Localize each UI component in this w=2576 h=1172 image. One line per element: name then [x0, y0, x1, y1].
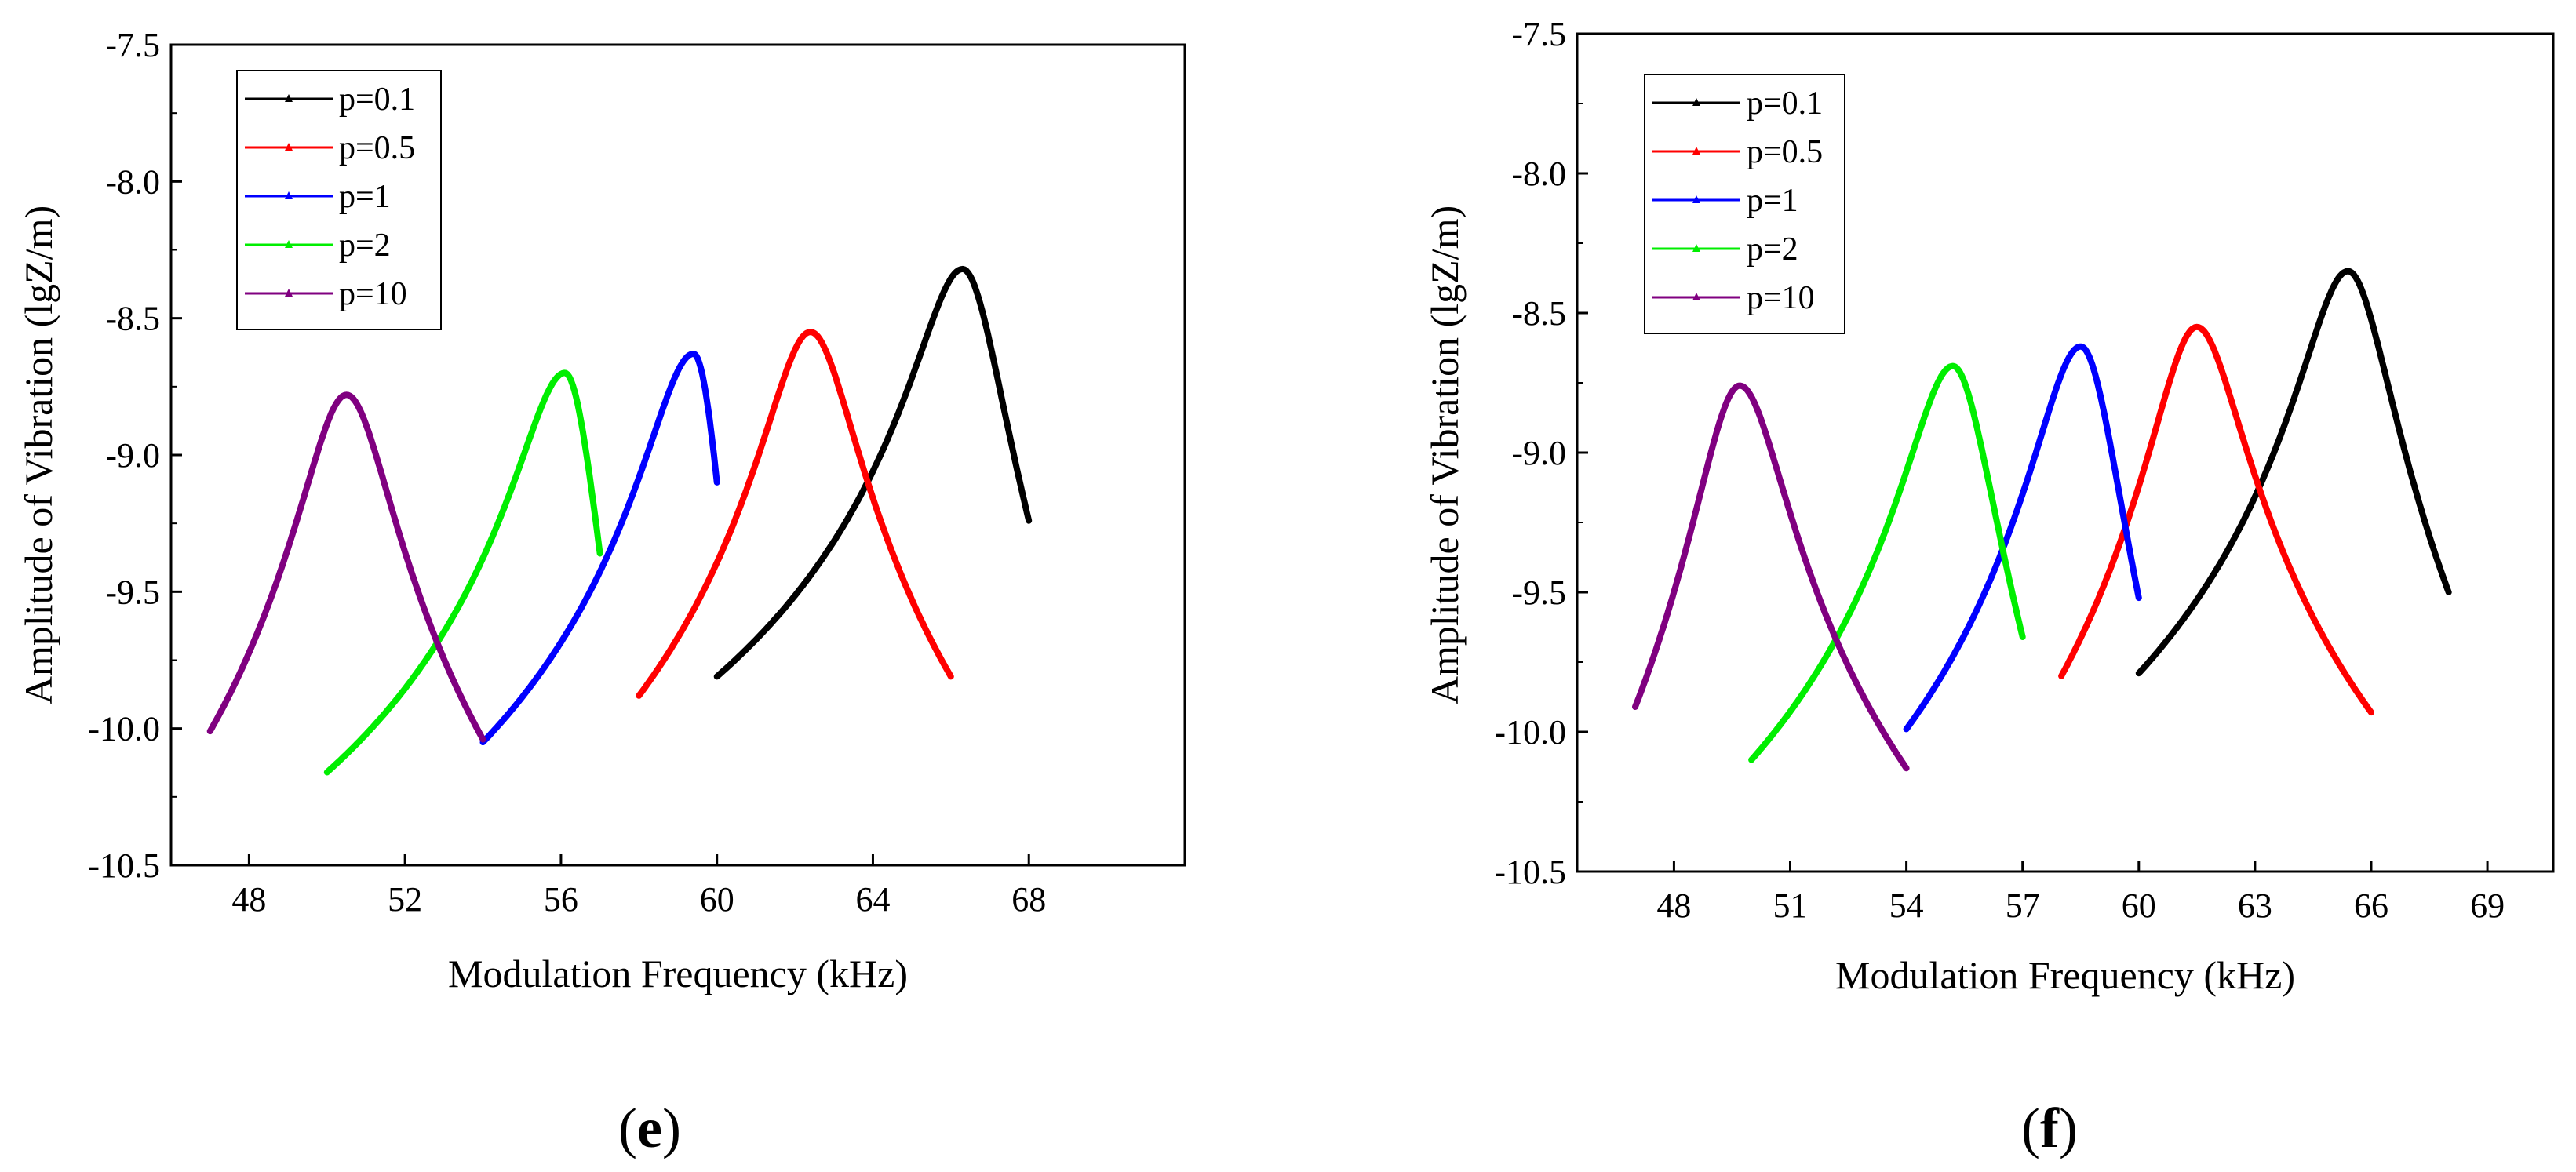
x-tick-label: 48: [1656, 886, 1691, 925]
legend-label: p=0.5: [1747, 134, 1823, 170]
legend-marker: [285, 191, 293, 199]
y-tick-label: -10.5: [1494, 853, 1566, 891]
legend-label: p=2: [339, 227, 391, 264]
y-tick-label: -9.0: [105, 436, 160, 475]
x-axis-title: Modulation Frequency (kHz): [1835, 953, 2295, 997]
panel-caption: (e): [618, 1097, 681, 1159]
x-tick-label: 69: [2470, 886, 2505, 925]
y-tick-label: -8.5: [105, 300, 160, 338]
chart-panel-e: -10.5 -10.0 -9.5 -9.0 -8.5 -8.0 -7.5 48 52 56 60 6…: [16, 26, 1186, 1159]
legend-marker: [285, 94, 293, 102]
legend-marker: [285, 143, 293, 151]
series-line-p-2: [323, 369, 603, 776]
x-tick-label: 64: [855, 880, 890, 919]
y-tick-label: -10.5: [88, 846, 160, 885]
legend-label: p=1: [339, 179, 391, 215]
x-tick-label: 66: [2354, 886, 2388, 925]
legend-marker: [285, 289, 293, 297]
caption-close: ): [662, 1097, 681, 1159]
x-tick-label: 68: [1011, 880, 1046, 919]
legend-box: [236, 70, 442, 330]
legend-label: p=0.1: [339, 82, 415, 118]
legend-marker: [285, 240, 293, 248]
chart-panel-f: -10.5 -10.0 -9.5 -9.0 -8.5 -8.0 -7.5 48 51 54 57 6…: [1423, 15, 2555, 1159]
legend-label: p=2: [1747, 231, 1798, 268]
legend-label: p=0.5: [339, 130, 415, 166]
y-tick-label: -8.0: [1511, 155, 1566, 193]
caption-letter: e: [637, 1097, 662, 1159]
series-line-p-2: [1748, 362, 2026, 763]
y-axis-ticks: -10.5 -10.0 -9.5 -9.0 -8.5 -8.0 -7.5: [1494, 15, 1588, 891]
y-axis-ticks: -10.5 -10.0 -9.5 -9.0 -8.5 -8.0 -7.5: [88, 26, 182, 885]
y-axis-title: Amplitude of Vibration (lgZ/m): [1423, 206, 1467, 704]
series-line-p-10: [1632, 382, 1910, 772]
y-tick-label: -9.5: [1511, 573, 1566, 612]
x-axis-ticks: 48 51 54 57 60 63 66 69: [1656, 861, 2505, 925]
series-group: [206, 265, 1033, 776]
x-tick-label: 54: [1889, 886, 1924, 925]
y-tick-label: -8.5: [1511, 294, 1566, 333]
series-line-p-0-1: [713, 265, 1033, 680]
legend-box: [1644, 74, 1845, 334]
legend-label: p=10: [1747, 280, 1815, 316]
series-group: [1632, 268, 2452, 772]
y-tick-label: -7.5: [105, 26, 160, 64]
x-tick-label: 48: [231, 880, 266, 919]
series-line-p-0-5: [636, 329, 954, 699]
legend: p=0.1 p=0.5 p=1 p=2 p=10: [236, 70, 442, 330]
x-tick-label: 60: [2122, 886, 2156, 925]
legend-marker: [1692, 244, 1700, 252]
caption-open: (: [618, 1097, 637, 1159]
x-tick-label: 56: [544, 880, 578, 919]
y-tick-label: -7.5: [1511, 15, 1566, 53]
y-axis-title: Amplitude of Vibration (lgZ/m): [16, 206, 60, 704]
caption-close: ): [2059, 1097, 2078, 1159]
y-tick-label: -10.0: [88, 710, 160, 748]
legend: p=0.1 p=0.5 p=1 p=2 p=10: [1644, 74, 1845, 334]
x-tick-label: 60: [700, 880, 734, 919]
legend-marker: [1692, 98, 1700, 106]
legend-label: p=1: [1747, 183, 1798, 219]
legend-marker: [1692, 293, 1700, 300]
series-line-p-1: [1903, 343, 2142, 733]
panel-caption: (f): [2021, 1097, 2078, 1159]
caption-letter: f: [2040, 1097, 2060, 1159]
legend-label: p=0.1: [1747, 86, 1823, 122]
series-line-p-1: [479, 351, 720, 746]
y-tick-label: -9.0: [1511, 434, 1566, 472]
series-line-p-0-5: [2058, 323, 2374, 716]
caption-open: (: [2021, 1097, 2040, 1159]
series-line-p-0-1: [2135, 268, 2452, 677]
x-axis-title: Modulation Frequency (kHz): [448, 952, 908, 995]
legend-marker: [1692, 147, 1700, 155]
y-tick-label: -10.0: [1494, 713, 1566, 752]
y-tick-label: -9.5: [105, 573, 160, 611]
x-tick-label: 57: [2006, 886, 2040, 925]
legend-label: p=10: [339, 276, 407, 312]
x-axis-ticks: 48 52 56 60 64 68: [231, 854, 1046, 919]
series-line-p-10: [206, 391, 486, 743]
x-tick-label: 63: [2238, 886, 2272, 925]
x-tick-label: 51: [1773, 886, 1808, 925]
legend-marker: [1692, 195, 1700, 203]
x-tick-label: 52: [388, 880, 422, 919]
y-tick-label: -8.0: [105, 162, 160, 201]
